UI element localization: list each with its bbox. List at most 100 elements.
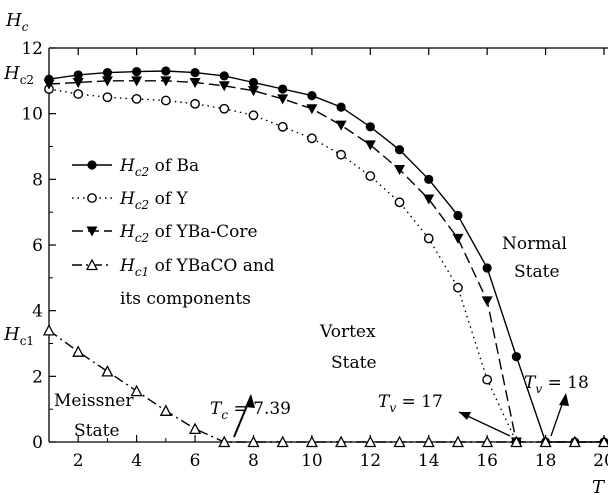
legend-swatch-marker [86,226,98,237]
data-point [365,122,375,132]
data-point [510,435,523,448]
data-point [394,197,405,208]
tv18-arrowhead [559,393,569,406]
tc-arrowhead [245,394,255,408]
x-tick-label: 18 [535,451,557,471]
legend-label: Hc2 of Y [119,189,189,212]
series-line [48,70,604,443]
meissner-state-label-1: Meissner [54,391,134,411]
normal-state-label-2: State [514,262,560,282]
data-point [365,171,376,181]
series-layer [42,66,608,448]
tv17-arrowhead [459,412,471,420]
data-point [130,384,143,397]
y-tick-label: 0 [32,433,43,453]
x-tick-label: 10 [301,451,323,471]
data-point [131,93,142,104]
data-point [539,435,552,448]
tv17-annotation: Tv = 17 [378,392,443,415]
data-point [132,67,142,77]
series-line [48,329,604,443]
data-point [101,76,113,87]
series-3 [42,323,608,448]
data-point [424,174,434,184]
tv18-annotation: Tv = 18 [524,373,589,396]
data-point [305,435,318,448]
data-point [190,98,200,109]
data-point [481,435,494,448]
x-tick-label: 16 [476,451,498,471]
data-point [393,435,406,448]
data-point [159,404,172,416]
data-point [453,282,463,293]
data-point [219,71,229,81]
data-point [307,91,317,101]
data-point [278,84,288,94]
legend-swatch-marker [87,193,97,203]
legend-entry-0: Hc2 of Ba [72,156,199,179]
legend-label: Hc2 of YBa-Core [119,222,258,245]
data-point [423,233,434,244]
legend-entry-3: Hc1 of YBaCO and [72,256,275,279]
data-point [453,210,463,221]
data-point [101,365,114,377]
x-tick-label: 8 [248,451,259,471]
data-point [72,345,85,357]
data-point [335,120,347,131]
legend-swatch-marker [87,160,97,170]
vortex-state-label-1: Vortex [319,322,376,342]
series-1 [44,84,522,447]
data-point [188,422,202,435]
data-point [247,435,260,448]
data-point [481,296,493,307]
data-point [190,68,200,78]
data-point [218,435,231,448]
y-tick-label: 4 [32,302,43,322]
data-point [277,94,289,105]
y-tick-label: 2 [32,367,43,387]
ticks: 2 4 6 8 10 12 14 16 18 20 0 2 4 6 8 10 12 [21,39,608,471]
vortex-state-label-2: State [331,353,377,373]
data-point [422,435,435,448]
data-point [336,149,347,160]
data-point [73,89,84,99]
data-point [248,77,259,88]
x-tick-label: 12 [359,451,381,471]
data-point [160,95,171,106]
data-point [451,435,465,448]
legend-entry-1: Hc2 of Y [72,189,189,212]
data-point [452,233,464,244]
legend-label: Hc1 of YBaCO and [119,256,275,279]
legend: Hc2 of Ba Hc2 of Y Hc2 of YBa-Core Hc1 of Y… [66,156,328,317]
data-point [247,86,259,97]
x-tick-label: 14 [418,451,440,471]
data-point [394,145,405,155]
data-point [364,435,377,448]
hc2-side-label: Hc2 [3,63,34,87]
data-point [218,81,230,92]
x-tick-label: 6 [190,451,201,471]
y-tick-label: 6 [32,236,43,256]
data-point [423,194,435,205]
legend-label-continued: its components [120,289,251,309]
data-point [43,79,55,90]
data-point [248,110,259,121]
data-point [42,323,56,336]
data-point [597,435,608,448]
data-point [131,76,143,87]
data-point [160,76,172,87]
data-point [336,102,346,112]
data-point [219,103,230,114]
x-tick-label: 4 [131,451,142,471]
legend-label: Hc2 of Ba [119,156,199,179]
meissner-state-label-2: State [74,421,120,441]
x-tick-label: 2 [73,451,84,471]
y-axis-label: Hc [5,10,29,34]
data-point [568,435,581,448]
data-point [189,77,201,88]
legend-box [66,157,328,317]
data-point [482,263,492,273]
x-tick-label: 20 [593,451,608,471]
data-point [72,77,84,88]
